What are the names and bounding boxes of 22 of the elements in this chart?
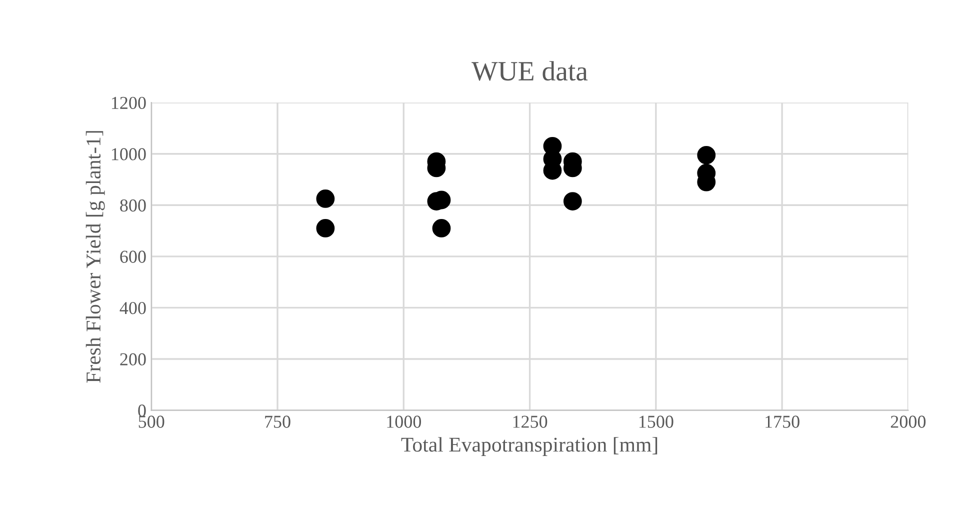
x-tick-label: 1250 [513,416,548,428]
y-tick-label: 1000 [112,148,146,160]
point [432,219,451,238]
y-tick-label: 0 [138,404,146,417]
y-axis-title: Fresh Flower Yield [g plant-1] [86,131,105,383]
x-tick-label: 1000 [387,416,422,428]
point [563,192,582,210]
point [697,146,716,164]
point [316,190,335,208]
point [316,219,335,238]
x-tick-label: 750 [265,416,290,428]
y-tick-label: 800 [120,199,146,212]
x-tick-label: 1750 [766,416,800,428]
chart-title: WUE data [472,61,588,81]
y-tick-label: 600 [120,250,146,263]
x-tick-label: 2000 [890,416,926,428]
x-tick-label: 500 [138,416,164,428]
x-axis-title: Total Evapotranspiration [mm] [401,437,658,456]
x-tick-label: 1500 [639,416,674,428]
y-tick-label: 1200 [112,96,146,110]
y-tick-label: 200 [120,353,146,366]
y-tick-label: 400 [120,302,146,314]
